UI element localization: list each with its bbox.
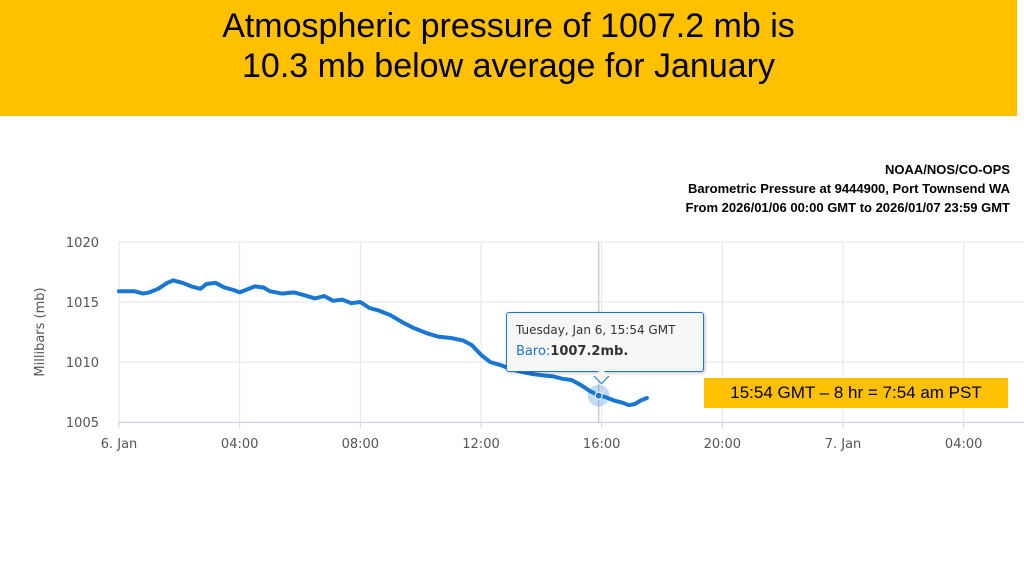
banner-title-line-2: 10.3 mb below average for January <box>242 47 775 85</box>
data-tooltip: Tuesday, Jan 6, 15:54 GMT Baro:1007.2mb. <box>506 312 704 385</box>
chart-header: NOAA/NOS/CO-OPS Barometric Pressure at 9… <box>686 160 1010 217</box>
chart-subtitle: Barometric Pressure at 9444900, Port Tow… <box>688 181 1010 196</box>
tooltip-date: Tuesday, Jan 6, 15:54 GMT <box>516 323 676 337</box>
banner-title: Atmospheric pressure of 1007.2 mb is 10.… <box>0 6 1017 86</box>
series-line-baro <box>117 278 649 408</box>
x-tick-label: 08:00 <box>342 437 379 452</box>
y-tick-label: 1020 <box>66 236 99 251</box>
x-tick-label: 7. Jan <box>825 437 862 452</box>
highlight-point <box>594 391 603 400</box>
tooltip-value-line: Baro:1007.2mb. <box>516 344 629 359</box>
y-tick-label: 1005 <box>66 416 99 431</box>
series-group <box>117 278 649 408</box>
x-axis-ticks: 6. Jan 04:00 08:00 12:00 16:00 20:00 7. Jan 04:… <box>101 422 1024 452</box>
y-axis-label: Millibars (mb) <box>33 287 48 376</box>
x-tick-label: 16:00 <box>583 437 620 452</box>
tooltip-value: 1007.2mb. <box>550 344 629 359</box>
title-banner: Atmospheric pressure of 1007.2 mb is 10.… <box>0 0 1017 116</box>
chart-date-range: From 2026/01/06 00:00 GMT to 2026/01/07 … <box>685 200 1010 215</box>
banner-title-line-1: Atmospheric pressure of 1007.2 mb is <box>222 7 795 45</box>
x-tick-label: 12:00 <box>462 437 499 452</box>
x-tick-label: 04:00 <box>221 437 258 452</box>
x-tick-label: 6. Jan <box>101 437 138 452</box>
x-tick-label: 20:00 <box>704 437 741 452</box>
tooltip-series-label: Baro <box>516 344 546 359</box>
y-tick-label: 1010 <box>66 356 99 371</box>
time-conversion-callout: 15:54 GMT – 8 hr = 7:54 am PST <box>704 378 1008 408</box>
y-axis-ticks: 1005 1010 1015 1020 <box>66 236 99 431</box>
y-tick-label: 1015 <box>66 296 99 311</box>
x-tick-label: 04:00 <box>945 437 982 452</box>
chart-title: NOAA/NOS/CO-OPS <box>885 162 1010 177</box>
hover-highlight[interactable] <box>587 384 610 407</box>
